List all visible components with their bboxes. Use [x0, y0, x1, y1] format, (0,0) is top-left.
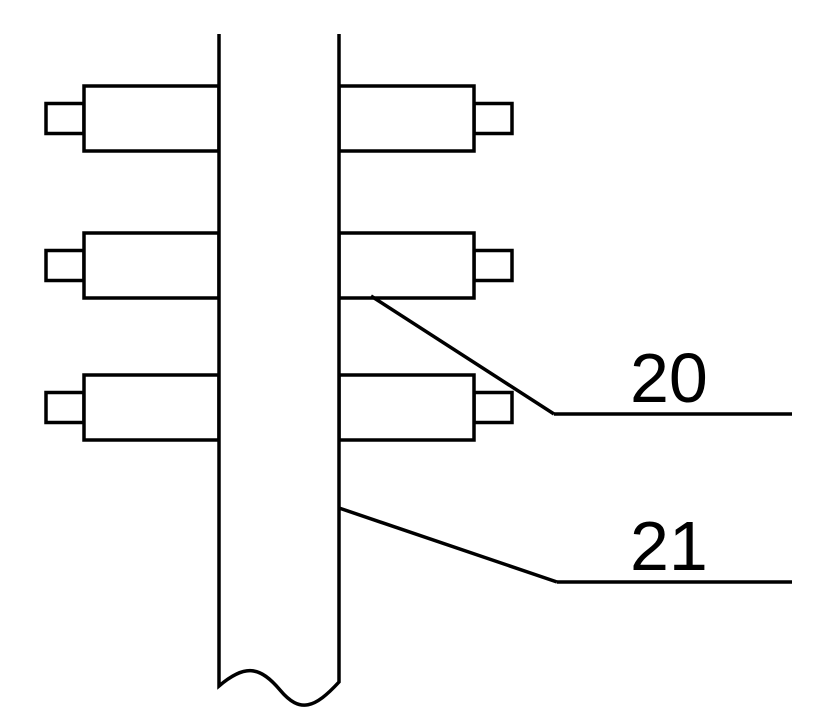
callout-20-label: 20	[630, 339, 708, 417]
peg-right-body-row-2	[339, 233, 474, 298]
callout-21-label: 21	[630, 507, 708, 585]
engineering-figure: 2021	[0, 0, 816, 726]
peg-right-body-row-3	[339, 375, 474, 440]
peg-left-tip-row-1	[46, 104, 84, 134]
callout-21-leader	[339, 508, 557, 582]
peg-right-tip-row-1	[474, 104, 512, 134]
peg-left-body-row-3	[84, 375, 219, 440]
peg-left-body-row-1	[84, 86, 219, 151]
peg-right-tip-row-2	[474, 251, 512, 281]
peg-left-tip-row-3	[46, 393, 84, 423]
peg-left-tip-row-2	[46, 251, 84, 281]
peg-left-body-row-2	[84, 233, 219, 298]
peg-right-tip-row-3	[474, 393, 512, 423]
central-column	[219, 34, 339, 705]
peg-right-body-row-1	[339, 86, 474, 151]
